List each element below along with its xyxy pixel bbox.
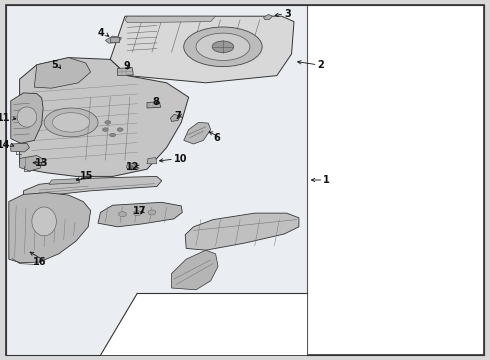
Ellipse shape — [148, 210, 156, 215]
Ellipse shape — [129, 165, 134, 168]
Bar — [6, 5, 307, 355]
Text: 15: 15 — [79, 171, 93, 181]
Ellipse shape — [17, 107, 37, 127]
Polygon shape — [20, 58, 189, 176]
Ellipse shape — [32, 207, 56, 236]
Text: 13: 13 — [34, 158, 48, 168]
Ellipse shape — [105, 121, 111, 124]
Ellipse shape — [196, 33, 250, 60]
Polygon shape — [11, 93, 43, 143]
Text: 16: 16 — [33, 257, 47, 267]
Polygon shape — [118, 68, 133, 76]
Text: 12: 12 — [126, 162, 140, 172]
Text: 5: 5 — [51, 60, 58, 70]
Ellipse shape — [212, 41, 234, 53]
Polygon shape — [185, 213, 299, 250]
Ellipse shape — [110, 133, 116, 137]
Ellipse shape — [52, 113, 90, 132]
Text: 4: 4 — [98, 28, 105, 39]
Text: 6: 6 — [214, 132, 220, 143]
Polygon shape — [24, 176, 162, 199]
Text: 3: 3 — [284, 9, 291, 19]
Polygon shape — [9, 193, 91, 263]
Polygon shape — [184, 122, 211, 144]
Text: 1: 1 — [323, 175, 330, 185]
Bar — [110, 37, 119, 42]
Polygon shape — [34, 58, 91, 88]
Polygon shape — [147, 158, 157, 164]
Ellipse shape — [126, 163, 136, 170]
Ellipse shape — [44, 108, 98, 137]
Ellipse shape — [119, 212, 126, 217]
Polygon shape — [264, 14, 272, 19]
Polygon shape — [110, 16, 294, 83]
Polygon shape — [125, 16, 216, 23]
Polygon shape — [171, 114, 180, 121]
Text: 11: 11 — [0, 113, 11, 123]
Text: 14: 14 — [0, 140, 11, 150]
Text: 7: 7 — [174, 111, 181, 121]
Text: 8: 8 — [152, 96, 159, 107]
Polygon shape — [20, 156, 43, 171]
Polygon shape — [49, 179, 79, 184]
Text: 10: 10 — [174, 154, 188, 164]
Text: 2: 2 — [318, 60, 324, 70]
Polygon shape — [147, 102, 161, 108]
Text: 17: 17 — [132, 206, 146, 216]
Polygon shape — [105, 36, 122, 43]
Polygon shape — [172, 250, 218, 290]
Polygon shape — [98, 202, 182, 227]
Ellipse shape — [133, 211, 141, 216]
Ellipse shape — [117, 128, 123, 131]
Polygon shape — [11, 143, 29, 152]
Polygon shape — [100, 293, 307, 355]
Ellipse shape — [102, 128, 108, 131]
Ellipse shape — [184, 27, 262, 67]
Text: 9: 9 — [123, 60, 130, 71]
